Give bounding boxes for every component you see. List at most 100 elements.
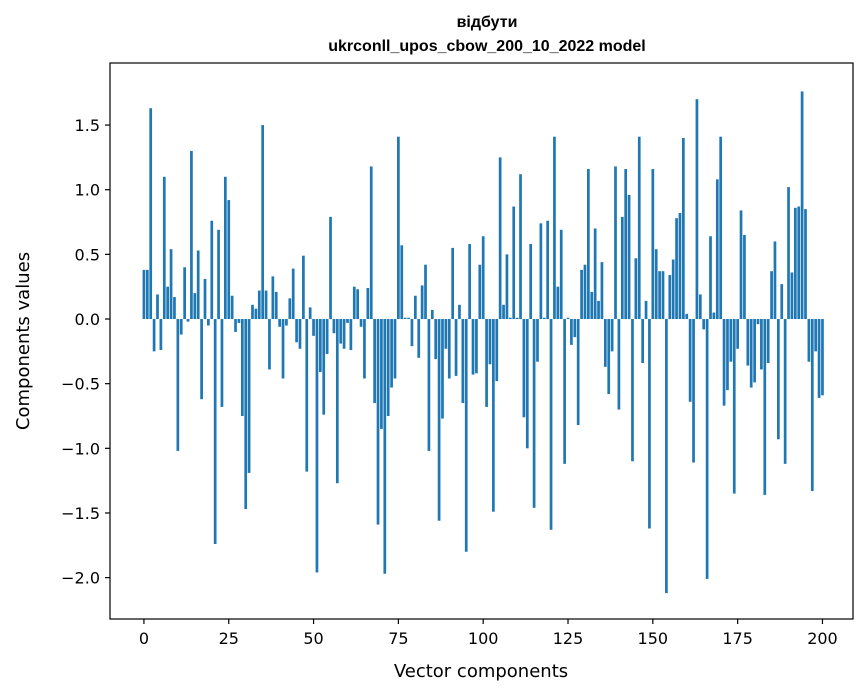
bar <box>627 194 631 320</box>
bar <box>145 269 149 320</box>
bar <box>783 319 787 464</box>
bar <box>519 174 522 320</box>
bar <box>777 319 780 440</box>
bar <box>315 319 319 573</box>
bar <box>363 319 366 379</box>
bar <box>230 295 234 320</box>
bar <box>234 319 237 332</box>
bar <box>702 319 706 330</box>
bar <box>739 210 743 320</box>
y-tick-label: −1.5 <box>61 504 100 523</box>
bar <box>186 319 190 322</box>
bar <box>719 136 723 320</box>
x-tick-label: 125 <box>553 629 584 648</box>
y-tick-label: −0.5 <box>61 375 100 394</box>
bar <box>654 249 658 320</box>
bar <box>651 169 655 320</box>
bar <box>478 264 482 320</box>
bar <box>179 319 183 335</box>
bar <box>766 319 770 363</box>
bar <box>251 304 254 320</box>
bar <box>318 319 322 373</box>
bar <box>515 317 519 320</box>
bar <box>688 319 692 402</box>
bar <box>481 236 485 320</box>
x-tick-label: 75 <box>388 629 408 648</box>
bar <box>196 250 200 320</box>
bar <box>658 271 661 320</box>
bar <box>712 312 716 320</box>
bar <box>556 286 560 320</box>
bar <box>447 319 451 379</box>
bar <box>393 319 397 379</box>
y-tick-label: 1.0 <box>75 181 100 200</box>
bar <box>210 220 214 320</box>
x-axis-label: Vector components <box>394 661 568 682</box>
bar <box>430 309 434 320</box>
bar <box>413 295 417 320</box>
bar <box>539 223 543 320</box>
bar <box>498 157 502 320</box>
bar <box>488 319 492 365</box>
bar <box>593 228 597 320</box>
bar <box>614 166 617 320</box>
bar <box>291 268 295 320</box>
bar <box>302 255 305 320</box>
bar <box>587 169 590 320</box>
bar <box>624 169 628 320</box>
bar <box>200 319 203 400</box>
bar <box>607 319 611 395</box>
bar <box>641 319 645 363</box>
bar <box>247 319 251 473</box>
bar <box>661 271 665 320</box>
bar <box>502 304 505 320</box>
bar <box>475 319 478 374</box>
bar <box>193 293 197 320</box>
bar <box>525 319 529 449</box>
y-tick-label: −1.0 <box>61 439 100 458</box>
bar <box>380 319 383 429</box>
bar <box>698 294 702 320</box>
bar <box>213 319 217 545</box>
y-tick-label: 0.0 <box>75 310 100 329</box>
bar <box>223 176 227 320</box>
bar <box>753 319 756 383</box>
bar <box>600 262 604 320</box>
bar <box>597 300 600 320</box>
bar <box>603 319 607 367</box>
bar <box>339 319 343 344</box>
bar <box>417 319 421 358</box>
bar <box>800 91 804 320</box>
bar <box>576 319 580 426</box>
bar <box>285 319 288 326</box>
bar <box>461 319 465 404</box>
bar <box>352 286 356 320</box>
bar <box>305 319 309 472</box>
bars-group <box>142 91 824 594</box>
chart-title: відбути <box>457 14 518 31</box>
bar <box>162 176 166 320</box>
bar <box>542 317 546 320</box>
chart-subtitle: ukrconll_upos_cbow_200_10_2022 model <box>328 38 645 55</box>
y-tick-label: 0.5 <box>75 245 100 264</box>
bar <box>424 264 427 320</box>
bar <box>183 267 186 320</box>
bar <box>410 319 414 347</box>
bar <box>773 241 777 320</box>
bar <box>570 319 573 345</box>
bar <box>814 319 818 352</box>
bar <box>217 229 220 320</box>
bar <box>261 125 265 320</box>
bar <box>522 319 526 418</box>
bar <box>726 319 729 391</box>
bar <box>403 317 407 320</box>
bar <box>444 319 448 349</box>
bar <box>166 286 170 320</box>
bar <box>454 319 458 376</box>
bar <box>400 245 404 320</box>
y-axis-label: Components values <box>13 252 34 430</box>
bar <box>434 319 438 360</box>
bar <box>227 200 231 320</box>
bar <box>288 298 292 320</box>
bar <box>715 179 719 320</box>
